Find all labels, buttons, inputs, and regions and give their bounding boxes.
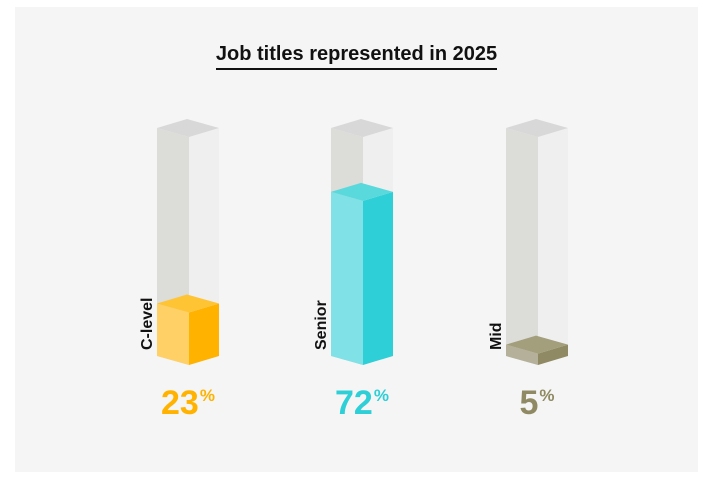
value-label-mid: 5 <box>519 384 538 422</box>
bar-side-senior <box>363 191 393 365</box>
category-label-mid: Mid <box>488 322 505 350</box>
value-label-senior: 72 <box>335 384 373 422</box>
chart-title-text: Job titles represented in 2025 <box>215 43 498 70</box>
percent-sign-mid: % <box>539 386 554 405</box>
bar-front-mid <box>506 344 538 365</box>
category-label-c-level: C-level <box>139 298 156 350</box>
track-top-senior <box>331 119 393 137</box>
track-side-mid <box>538 128 568 365</box>
track-top-c-level <box>157 119 219 137</box>
bar-top-senior <box>331 182 393 201</box>
bar-front-senior <box>331 191 363 365</box>
bar-top-c-level <box>157 294 219 313</box>
percent-sign-c-level: % <box>200 386 215 405</box>
bar-side-c-level <box>189 303 219 365</box>
track-top-mid <box>506 119 568 137</box>
category-label-senior: Senior <box>313 300 330 350</box>
track-front-mid <box>506 128 538 365</box>
bar-side-mid <box>538 344 568 365</box>
bar-front-c-level <box>157 303 189 365</box>
percent-sign-senior: % <box>374 386 389 405</box>
value-label-c-level: 23 <box>161 384 199 422</box>
bar-top-mid <box>506 335 568 354</box>
chart-title: Job titles represented in 2025 <box>15 43 698 70</box>
